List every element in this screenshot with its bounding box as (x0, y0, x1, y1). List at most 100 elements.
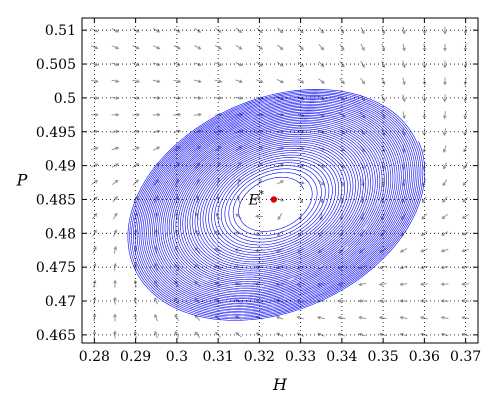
vector-arrowhead (115, 112, 120, 117)
vector-arrowhead (320, 29, 324, 34)
vector-arrowhead (340, 46, 345, 51)
vector-arrowhead (156, 146, 161, 150)
vector-arrowhead (319, 216, 323, 221)
vector-arrowhead (237, 178, 241, 183)
vector-arrowhead (299, 199, 304, 204)
vector-arrowhead (133, 296, 138, 301)
vector-arrowhead (113, 330, 117, 335)
vector-arrow (443, 162, 447, 169)
vector-arrowhead (440, 299, 445, 303)
vector-arrowhead (463, 81, 468, 86)
vector-arrowhead (337, 315, 342, 320)
vector-arrowhead (254, 214, 259, 219)
vector-arrow (132, 62, 140, 66)
vector-arrow (420, 316, 428, 320)
vector-arrowhead (154, 228, 159, 233)
vector-arrowhead (340, 199, 344, 204)
trajectory-arrow (288, 277, 295, 281)
vector-arrow (317, 333, 325, 337)
vector-arrowhead (93, 229, 97, 234)
vector-arrow (441, 266, 449, 269)
vector-arrowhead (361, 165, 365, 170)
vector-arrowhead (176, 45, 181, 50)
vector-arrowhead (378, 282, 383, 287)
vector-arrow (442, 179, 448, 186)
vector-arrow (132, 130, 140, 133)
vector-arrowhead (136, 96, 141, 100)
vector-arrowhead (379, 249, 384, 253)
vector-arrow (173, 130, 181, 134)
vector-arrowhead (258, 178, 262, 183)
vector-arrow (256, 61, 263, 67)
vector-arrowhead (113, 245, 118, 250)
vector-arrowhead (340, 182, 345, 187)
vector-arrowhead (115, 62, 120, 67)
vector-arrowhead (113, 279, 117, 284)
vector-arrowhead (218, 46, 222, 50)
vector-arrowhead (299, 29, 304, 34)
vector-arrowhead (259, 79, 264, 84)
vector-arrowhead (279, 29, 284, 34)
vector-arrowhead (443, 30, 447, 35)
vector-arrowhead (239, 96, 244, 100)
vector-arrowhead (341, 165, 346, 169)
vector-arrowhead (218, 62, 223, 67)
vector-arrowhead (95, 112, 99, 117)
vector-arrow (318, 78, 325, 84)
vector-arrowhead (358, 315, 363, 320)
vector-arrowhead (280, 79, 284, 84)
vector-arrowhead (320, 63, 325, 68)
vector-arrowhead (275, 315, 280, 320)
vector-arrow (132, 146, 140, 151)
vector-arrow (152, 79, 160, 83)
vector-arrow (402, 77, 406, 85)
vector-arrowhead (463, 98, 468, 103)
vector-arrowhead (198, 96, 202, 100)
vector-arrowhead (461, 265, 466, 270)
vector-arrow (297, 44, 304, 50)
vector-arrowhead (443, 115, 447, 120)
vector-arrowhead (422, 81, 427, 86)
vector-arrowhead (461, 215, 466, 219)
vector-arrowhead (381, 166, 386, 170)
vector-arrow (111, 147, 119, 151)
vector-arrow (420, 265, 428, 269)
vector-arrow (423, 43, 426, 51)
vector-arrowhead (93, 196, 98, 201)
vector-arrowhead (113, 262, 117, 267)
vector-arrowhead (154, 296, 158, 301)
vector-arrow (277, 213, 283, 220)
vector-arrow (255, 130, 263, 134)
vector-arrow (358, 283, 367, 286)
trajectory-arrow (286, 120, 293, 123)
vector-arrowhead (136, 129, 140, 134)
vector-arrow (194, 62, 201, 66)
vector-arrow (297, 61, 304, 67)
vector-arrow (235, 44, 242, 50)
vector-arrow (339, 230, 345, 237)
vector-arrowhead (113, 296, 117, 301)
vector-arrowhead (443, 47, 447, 52)
vector-arrowhead (113, 229, 118, 234)
vector-arrow (276, 147, 284, 151)
vector-arrowhead (442, 148, 447, 153)
vector-arrowhead (235, 332, 240, 336)
vector-arrowhead (92, 262, 97, 267)
vector-arrow (441, 316, 449, 320)
vector-arrowhead (133, 313, 138, 318)
trajectory-spiral (127, 89, 426, 321)
vector-arrowhead (296, 315, 301, 320)
vector-arrow (277, 230, 283, 236)
vector-arrowhead (194, 331, 199, 336)
plot-frame (81, 17, 479, 344)
vector-arrow (90, 147, 98, 151)
vector-arrowhead (217, 29, 222, 33)
vector-arrow (113, 246, 117, 254)
vector-arrowhead (174, 211, 179, 216)
vector-arrowhead (134, 195, 139, 200)
vector-arrowhead (258, 29, 263, 34)
vector-arrow (90, 79, 98, 83)
vector-arrow (400, 265, 408, 269)
trajectory-arrow (228, 285, 235, 288)
